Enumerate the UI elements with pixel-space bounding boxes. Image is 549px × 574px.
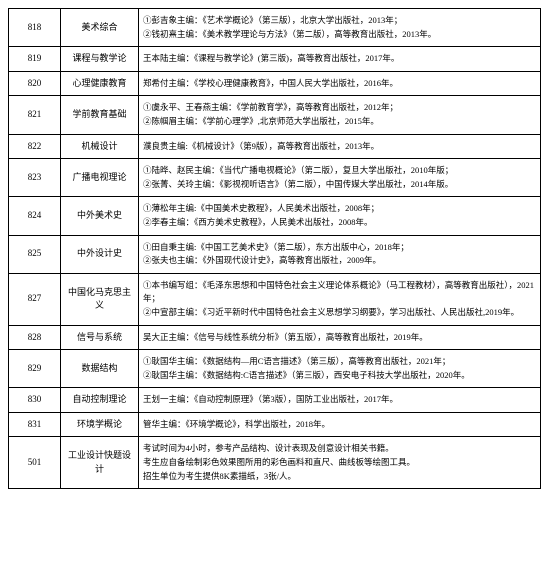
- course-code: 829: [9, 350, 61, 388]
- reference-line: ①本书编写组：《毛泽东思想和中国特色社会主义理论体系概论》（马工程教材），高等教…: [143, 279, 536, 306]
- reference-line: ②李春主编：《西方美术史教程》，人民美术出版社，2008年。: [143, 216, 536, 230]
- course-subject: 美术综合: [61, 9, 139, 47]
- course-subject: 学前教育基础: [61, 96, 139, 134]
- reference-line: 吴大正主编：《信号与线性系统分析》（第五版），高等教育出版社，2019年。: [143, 331, 536, 345]
- course-subject: 心理健康教育: [61, 71, 139, 96]
- reference-line: 郑希付主编：《学校心理健康教育》，中国人民大学出版社，2016年。: [143, 77, 536, 91]
- course-subject: 环境学概论: [61, 412, 139, 437]
- table-row: 821学前教育基础①虞永平、王春燕主编：《学前教育学》，高等教育出版社，2012…: [9, 96, 541, 134]
- table-row: 822机械设计濮良贵主编:《机械设计》（第9版），高等教育出版社，2013年。: [9, 134, 541, 159]
- reference-line: 考生应自备绘制彩色效果图所用的彩色画料和直尺、曲线板等绘图工具。: [143, 456, 536, 470]
- reference-cell: ①本书编写组：《毛泽东思想和中国特色社会主义理论体系概论》（马工程教材），高等教…: [139, 273, 541, 325]
- reference-cell: ①田自秉主编:《中国工艺美术史》（第二版），东方出版中心，2018年；②张夫也主…: [139, 235, 541, 273]
- reference-line: 王划一主编：《自动控制原理》（第3版），国防工业出版社，2017年。: [143, 393, 536, 407]
- reference-line: ②中宣部主编：《习近平新时代中国特色社会主义思想学习纲要》，学习出版社、人民出版…: [143, 306, 536, 320]
- course-subject: 信号与系统: [61, 325, 139, 350]
- course-code: 827: [9, 273, 61, 325]
- reference-line: ②陈帼眉主编：《学前心理学》,北京师范大学出版社，2015年。: [143, 115, 536, 129]
- course-subject: 中外美术史: [61, 197, 139, 235]
- reference-line: ①彭吉象主编：《艺术学概论》（第三版），北京大学出版社，2013年；: [143, 14, 536, 28]
- reference-line: 招生单位为考生提供8K素描纸，3张/人。: [143, 470, 536, 484]
- course-subject: 中外设计史: [61, 235, 139, 273]
- table-row: 501工业设计快题设计考试时间为4小时，参考产品结构、设计表现及创意设计相关书籍…: [9, 437, 541, 489]
- course-subject: 数据结构: [61, 350, 139, 388]
- course-subject: 工业设计快题设计: [61, 437, 139, 489]
- reference-cell: ①彭吉象主编：《艺术学概论》（第三版），北京大学出版社，2013年；②钱初熹主编…: [139, 9, 541, 47]
- reference-line: 考试时间为4小时，参考产品结构、设计表现及创意设计相关书籍。: [143, 442, 536, 456]
- course-code: 820: [9, 71, 61, 96]
- reference-line: ①田自秉主编:《中国工艺美术史》（第二版），东方出版中心，2018年；: [143, 241, 536, 255]
- reference-line: ②耿国华主编：《数据结构:C语言描述》（第三版），西安电子科技大学出版社，202…: [143, 369, 536, 383]
- table-row: 824中外美术史①薄松年主编:《中国美术史教程》，人民美术出版社，2008年；②…: [9, 197, 541, 235]
- course-code: 828: [9, 325, 61, 350]
- reference-cell: 郑希付主编：《学校心理健康教育》，中国人民大学出版社，2016年。: [139, 71, 541, 96]
- reference-line: ②张夫也主编：《外国现代设计史》，高等教育出版社，2009年。: [143, 254, 536, 268]
- course-code: 501: [9, 437, 61, 489]
- table-row: 827中国化马克思主义①本书编写组：《毛泽东思想和中国特色社会主义理论体系概论》…: [9, 273, 541, 325]
- course-code: 822: [9, 134, 61, 159]
- course-code: 819: [9, 47, 61, 72]
- reference-cell: ①耿国华主编：《数据结构—用C语言描述》（第三版），高等教育出版社，2021年；…: [139, 350, 541, 388]
- course-code: 823: [9, 159, 61, 197]
- reference-cell: ①薄松年主编:《中国美术史教程》，人民美术出版社，2008年；②李春主编：《西方…: [139, 197, 541, 235]
- course-code: 825: [9, 235, 61, 273]
- reference-cell: 王本陆主编：《课程与教学论》(第三版)，高等教育出版社，2017年。: [139, 47, 541, 72]
- reference-cell: ①虞永平、王春燕主编：《学前教育学》，高等教育出版社，2012年；②陈帼眉主编：…: [139, 96, 541, 134]
- reference-line: ②张菁、关玲主编：《影视视听语言》（第二版），中国传媒大学出版社，2014年版。: [143, 178, 536, 192]
- course-subject: 机械设计: [61, 134, 139, 159]
- reference-cell: ①陆晔、赵民主编：《当代广播电视概论》（第二版），复旦大学出版社，2010年版；…: [139, 159, 541, 197]
- course-subject: 中国化马克思主义: [61, 273, 139, 325]
- reference-cell: 管华主编：《环境学概论》，科学出版社，2018年。: [139, 412, 541, 437]
- reference-line: 王本陆主编：《课程与教学论》(第三版)，高等教育出版社，2017年。: [143, 52, 536, 66]
- reference-line: 管华主编：《环境学概论》，科学出版社，2018年。: [143, 418, 536, 432]
- reference-cell: 王划一主编：《自动控制原理》（第3版），国防工业出版社，2017年。: [139, 388, 541, 413]
- table-row: 829数据结构①耿国华主编：《数据结构—用C语言描述》（第三版），高等教育出版社…: [9, 350, 541, 388]
- reference-line: ②钱初熹主编：《美术教学理论与方法》（第二版），高等教育出版社，2013年。: [143, 28, 536, 42]
- course-subject: 广播电视理论: [61, 159, 139, 197]
- course-subject: 课程与教学论: [61, 47, 139, 72]
- course-code: 824: [9, 197, 61, 235]
- reference-cell: 濮良贵主编:《机械设计》（第9版），高等教育出版社，2013年。: [139, 134, 541, 159]
- reference-line: ①薄松年主编:《中国美术史教程》，人民美术出版社，2008年；: [143, 202, 536, 216]
- reference-line: 濮良贵主编:《机械设计》（第9版），高等教育出版社，2013年。: [143, 140, 536, 154]
- course-code: 830: [9, 388, 61, 413]
- reference-line: ①虞永平、王春燕主编：《学前教育学》，高等教育出版社，2012年；: [143, 101, 536, 115]
- course-subject: 自动控制理论: [61, 388, 139, 413]
- table-row: 818美术综合①彭吉象主编：《艺术学概论》（第三版），北京大学出版社，2013年…: [9, 9, 541, 47]
- reference-cell: 考试时间为4小时，参考产品结构、设计表现及创意设计相关书籍。考生应自备绘制彩色效…: [139, 437, 541, 489]
- table-row: 820心理健康教育郑希付主编：《学校心理健康教育》，中国人民大学出版社，2016…: [9, 71, 541, 96]
- table-row: 828信号与系统吴大正主编：《信号与线性系统分析》（第五版），高等教育出版社，2…: [9, 325, 541, 350]
- reference-cell: 吴大正主编：《信号与线性系统分析》（第五版），高等教育出版社，2019年。: [139, 325, 541, 350]
- table-row: 830自动控制理论王划一主编：《自动控制原理》（第3版），国防工业出版社，201…: [9, 388, 541, 413]
- table-row: 831环境学概论管华主编：《环境学概论》，科学出版社，2018年。: [9, 412, 541, 437]
- table-row: 825中外设计史①田自秉主编:《中国工艺美术史》（第二版），东方出版中心，201…: [9, 235, 541, 273]
- reference-line: ①陆晔、赵民主编：《当代广播电视概论》（第二版），复旦大学出版社，2010年版；: [143, 164, 536, 178]
- reference-line: ①耿国华主编：《数据结构—用C语言描述》（第三版），高等教育出版社，2021年；: [143, 355, 536, 369]
- table-row: 819课程与教学论王本陆主编：《课程与教学论》(第三版)，高等教育出版社，201…: [9, 47, 541, 72]
- reference-table: 818美术综合①彭吉象主编：《艺术学概论》（第三版），北京大学出版社，2013年…: [8, 8, 541, 489]
- course-code: 831: [9, 412, 61, 437]
- table-row: 823广播电视理论①陆晔、赵民主编：《当代广播电视概论》（第二版），复旦大学出版…: [9, 159, 541, 197]
- course-code: 818: [9, 9, 61, 47]
- course-code: 821: [9, 96, 61, 134]
